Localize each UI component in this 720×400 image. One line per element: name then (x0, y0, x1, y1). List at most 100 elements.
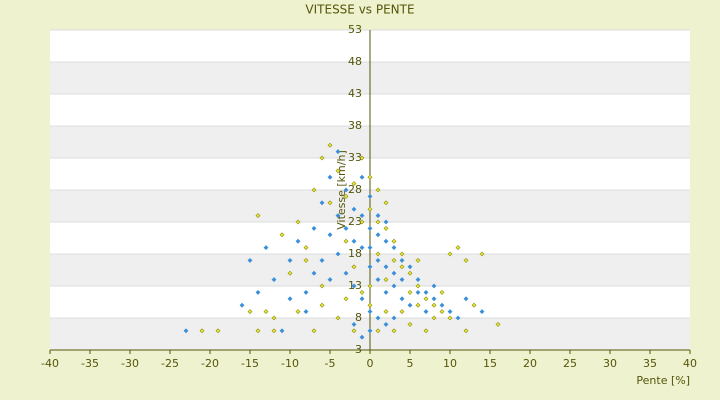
point (343, 193, 349, 199)
point (215, 328, 221, 334)
point (359, 245, 365, 251)
point (295, 309, 301, 315)
x-tick-label: 0 (367, 357, 374, 370)
point (407, 289, 413, 295)
point (359, 289, 365, 295)
point (463, 296, 469, 302)
point (335, 213, 341, 219)
point (399, 251, 405, 257)
x-tick-label: -20 (201, 357, 219, 370)
point (447, 251, 453, 257)
point (439, 309, 445, 315)
point (287, 270, 293, 276)
point (359, 155, 365, 161)
point (375, 257, 381, 263)
x-tick-label: -10 (281, 357, 299, 370)
point (375, 232, 381, 238)
point (391, 245, 397, 251)
point (407, 321, 413, 327)
y-tick-label: 18 (348, 247, 362, 260)
point (367, 225, 373, 231)
point (303, 289, 309, 295)
point (375, 219, 381, 225)
point (367, 264, 373, 270)
point (367, 174, 373, 180)
point (375, 187, 381, 193)
y-tick-label: 53 (348, 23, 362, 36)
point (263, 245, 269, 251)
point (327, 142, 333, 148)
point (431, 283, 437, 289)
point (351, 206, 357, 212)
point (423, 309, 429, 315)
point (463, 257, 469, 263)
point (359, 334, 365, 340)
y-tick-label: 38 (348, 119, 362, 132)
point (375, 315, 381, 321)
point (439, 302, 445, 308)
point (255, 213, 261, 219)
point (303, 245, 309, 251)
x-tick-label: -5 (325, 357, 336, 370)
point (255, 289, 261, 295)
point (255, 328, 261, 334)
point (311, 225, 317, 231)
point (431, 296, 437, 302)
point (431, 302, 437, 308)
point (319, 283, 325, 289)
chart-title: VITESSE vs PENTE (305, 3, 414, 17)
x-tick-label: -25 (161, 357, 179, 370)
point (247, 257, 253, 263)
point (375, 213, 381, 219)
point (343, 238, 349, 244)
point (383, 238, 389, 244)
point (439, 289, 445, 295)
x-tick-label: 30 (603, 357, 617, 370)
point (383, 277, 389, 283)
point (367, 309, 373, 315)
point (311, 328, 317, 334)
point (327, 232, 333, 238)
point (391, 270, 397, 276)
point (367, 328, 373, 334)
point (287, 296, 293, 302)
point (423, 328, 429, 334)
point (399, 296, 405, 302)
x-tick-label: -35 (81, 357, 99, 370)
point (367, 206, 373, 212)
point (303, 257, 309, 263)
point (271, 315, 277, 321)
x-tick-label: -30 (121, 357, 139, 370)
point (415, 277, 421, 283)
point (383, 289, 389, 295)
point (295, 238, 301, 244)
y-tick-label: 23 (348, 215, 362, 228)
x-tick-label: -15 (241, 357, 259, 370)
point (319, 155, 325, 161)
point (359, 219, 365, 225)
x-tick-label: 25 (563, 357, 577, 370)
point (343, 270, 349, 276)
y-tick-label: 28 (348, 183, 362, 196)
point (415, 302, 421, 308)
point (239, 302, 245, 308)
x-tick-label: -40 (41, 357, 59, 370)
point (407, 264, 413, 270)
point (391, 257, 397, 263)
point (479, 251, 485, 257)
point (375, 251, 381, 257)
point (455, 245, 461, 251)
point (247, 309, 253, 315)
point (391, 238, 397, 244)
point (279, 328, 285, 334)
point (327, 277, 333, 283)
point (375, 328, 381, 334)
point (375, 277, 381, 283)
point (351, 264, 357, 270)
point (423, 296, 429, 302)
point (407, 302, 413, 308)
point (343, 225, 349, 231)
point (391, 315, 397, 321)
point (271, 277, 277, 283)
